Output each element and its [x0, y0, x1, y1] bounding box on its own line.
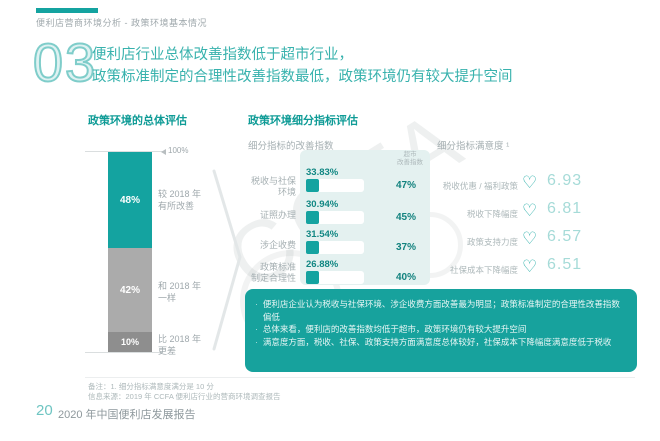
detail-heading: 政策环境细分指标评估 — [248, 115, 358, 127]
heart-icon: ♡ — [522, 257, 538, 276]
stacked-bar: 48% 42% 10% — [108, 152, 152, 352]
detail-row-track — [306, 179, 364, 192]
detail-row-label: 涉企收费 — [259, 240, 296, 250]
report-footer: 2020 年中国便利店发展报告 — [58, 409, 196, 421]
callout-bullet: 总体来看，便利店的改善指数均低于超市，政策环境仍有较大提升空间 — [255, 323, 623, 336]
breadcrumb: 便利店营商环境分析 - 政策环境基本情况 — [36, 18, 207, 28]
detail-row-value: 33.83% — [306, 167, 339, 178]
detail-row-track — [306, 211, 364, 224]
satisfaction-label: 税收优惠 / 福利政策 — [442, 181, 518, 191]
detail-row-label: 证照办理 — [259, 210, 296, 220]
heart-icon: ♡ — [522, 229, 538, 248]
page-title-line1: 便利店行业总体改善指数低于超市行业， — [92, 47, 353, 63]
bar-segment-improved: 48% — [108, 152, 152, 248]
supermarket-value: 45% — [395, 212, 416, 223]
supermarket-column-header: 超市 改善指数 — [397, 151, 423, 166]
chevron-right-icon — [212, 169, 242, 351]
supermarket-value: 37% — [395, 242, 416, 253]
detail-row-bar — [306, 271, 319, 284]
accent-bar — [36, 8, 98, 13]
satisfaction-value: 6.93 — [547, 172, 583, 189]
supermarket-value: 40% — [395, 272, 416, 283]
footnote-1: 备注：1. 细分指标满意度满分是 10 分 — [88, 382, 214, 391]
page-title-line2: 政策标准制定的合理性改善指数最低，政策环境仍有较大提升空间 — [92, 69, 513, 85]
satisfaction-value: 6.81 — [547, 200, 583, 217]
satisfaction-value: 6.51 — [547, 256, 583, 273]
axis-arrow-icon — [161, 149, 166, 155]
axis-top-label: 100% — [168, 146, 189, 155]
detail-row-bar — [306, 179, 319, 192]
segment-label-worse: 比 2018 年 更差 — [158, 334, 202, 356]
heart-icon: ♡ — [522, 201, 538, 220]
axis-top-line — [85, 151, 163, 152]
axis-bottom-line — [85, 352, 163, 353]
bar-segment-same: 42% — [108, 248, 152, 332]
summary-callout: 便利店企业认为税收与社保环境、涉企收费方面改善最为明显；政策标准制定的合理性改善… — [245, 289, 637, 372]
segment-label-improved: 较 2018 年 有所改善 — [158, 189, 202, 211]
detail-row-label: 税收与社保 环境 — [250, 176, 296, 197]
detail-row-label: 政策标准 制定合理性 — [250, 262, 296, 283]
section-number: 03 — [32, 33, 98, 93]
detail-row-value: 31.54% — [306, 229, 339, 240]
footnote-2: 信息来源：2019 年 CCFA 便利店行业的营商环境调查报告 — [88, 392, 281, 401]
satisfaction-label: 税收下降幅度 — [466, 209, 518, 219]
detail-row-value: 30.94% — [306, 199, 339, 210]
satisfaction-sub-heading: 细分指标满意度 ¹ — [437, 141, 510, 152]
callout-bullet: 便利店企业认为税收与社保环境、涉企收费方面改善最为明显；政策标准制定的合理性改善… — [255, 298, 623, 323]
satisfaction-value: 6.57 — [547, 228, 583, 245]
page-title: 便利店行业总体改善指数低于超市行业， 政策标准制定的合理性改善指数最低，政策环境… — [92, 44, 652, 88]
callout-bullet: 满意度方面，税收、社保、政策支持方面满意度总体较好，社保成本下降幅度满意度低于税… — [255, 336, 623, 349]
bar-segment-worse: 10% — [108, 332, 152, 352]
footnote-divider — [85, 377, 635, 378]
detail-row-track — [306, 271, 364, 284]
detail-row-track — [306, 241, 364, 254]
satisfaction-label: 社保成本下降幅度 — [449, 265, 518, 275]
detail-sub-heading: 细分指标的改善指数 — [248, 141, 334, 152]
supermarket-value: 47% — [395, 180, 416, 191]
detail-row-bar — [306, 211, 319, 224]
satisfaction-label: 政策支持力度 — [466, 237, 518, 247]
segment-label-same: 和 2018 年 一样 — [158, 281, 202, 303]
page-number: 20 — [36, 402, 53, 419]
overall-heading: 政策环境的总体评估 — [88, 115, 187, 127]
detail-row-bar — [306, 241, 319, 254]
heart-icon: ♡ — [522, 173, 538, 192]
detail-row-value: 26.88% — [306, 259, 339, 270]
